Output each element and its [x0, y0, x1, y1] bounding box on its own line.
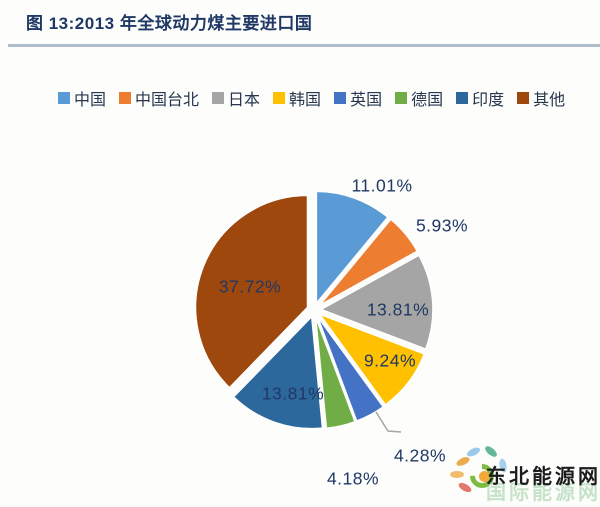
pie-slice-印度[interactable] — [232, 314, 324, 430]
slice-label-日本: 13.81% — [367, 300, 429, 320]
legend-swatch-icon — [119, 92, 132, 104]
pie-slice-日本[interactable] — [319, 254, 434, 351]
legend-item-德国[interactable]: 德国 — [395, 86, 443, 110]
watermark-back-text: 国际能源网 — [486, 482, 600, 504]
legend-label: 中国台北 — [135, 92, 200, 109]
legend-label: 日本 — [228, 92, 261, 109]
legend-label: 德国 — [411, 92, 444, 109]
slice-label-英国: 4.28% — [394, 446, 446, 466]
slice-label-中国台北: 5.93% — [416, 216, 468, 236]
pie-slice-英国[interactable] — [316, 315, 385, 422]
slice-label-其他: 37.72% — [219, 277, 281, 297]
title-divider — [8, 44, 600, 47]
slice-label-德国: 4.18% — [327, 469, 379, 489]
legend-label: 韩国 — [289, 92, 322, 109]
slice-label-印度: 13.81% — [262, 384, 324, 404]
legend-item-日本[interactable]: 日本 — [212, 86, 260, 110]
legend-item-中国台北[interactable]: 中国台北 — [119, 86, 199, 110]
legend-swatch-icon — [58, 92, 70, 104]
legend-item-英国[interactable]: 英国 — [334, 86, 382, 110]
watermark: 国际能源网 东北能源网 — [448, 438, 598, 506]
legend-item-其他[interactable]: 其他 — [517, 86, 565, 110]
legend-swatch-icon — [334, 92, 347, 104]
legend-label: 中国 — [74, 92, 107, 109]
legend-swatch-icon — [395, 92, 408, 104]
legend-item-印度[interactable]: 印度 — [456, 86, 504, 110]
legend-swatch-icon — [273, 92, 286, 104]
pie-slice-其他[interactable] — [194, 194, 309, 389]
watermark-flower-icon — [448, 438, 510, 500]
legend-label: 英国 — [350, 92, 383, 109]
legend-item-韩国[interactable]: 韩国 — [273, 86, 321, 110]
slice-label-韩国: 9.24% — [364, 351, 416, 371]
flower-petal-icon — [455, 455, 471, 468]
pie-slice-德国[interactable] — [314, 316, 356, 430]
flower-petal-icon — [450, 471, 464, 478]
watermark-text: 东北能源网 — [486, 466, 600, 488]
legend-swatch-icon — [456, 92, 469, 104]
figure-title: 图 13:2013 年全球动力煤主要进口国 — [26, 14, 313, 33]
legend-label: 其他 — [533, 92, 566, 109]
legend-item-中国[interactable]: 中国 — [58, 86, 106, 110]
pie-slice-韩国[interactable] — [317, 312, 426, 406]
legend-swatch-icon — [517, 92, 530, 104]
chart-legend: 中国 中国台北 日本 韩国 英国 德国 印度 其他 — [0, 86, 600, 110]
flower-center-icon — [479, 471, 490, 482]
pie-chart: 11.01%5.93% 13.81% 9.24% 4.28% 4.18% 13.81% 37… — [194, 176, 468, 489]
pie-slice-中国台北[interactable] — [318, 218, 419, 307]
flower-petal-icon — [465, 445, 482, 459]
flower-petal-icon — [457, 480, 473, 495]
pie-slice-中国[interactable] — [315, 190, 389, 306]
legend-label: 印度 — [472, 92, 505, 109]
slice-label-中国: 11.01% — [351, 176, 412, 196]
label-leader-line — [375, 411, 402, 433]
flower-petal-icon — [483, 444, 499, 459]
legend-swatch-icon — [212, 92, 225, 104]
